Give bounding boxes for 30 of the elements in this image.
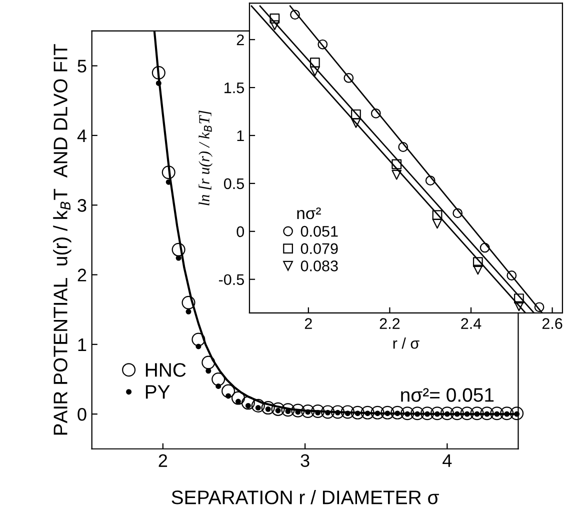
- y-tick-label: 0.5: [224, 178, 244, 190]
- y-tick-label: 0: [78, 408, 86, 421]
- x-tick-label: 2: [304, 318, 312, 329]
- y-axis-title: ln [r u(r) / k$_{B}$T]: [198, 110, 213, 206]
- x-tick-label: 2.4: [461, 318, 482, 329]
- legend-label: 0.083: [300, 260, 338, 272]
- x-tick-label: 2.6: [542, 318, 562, 329]
- x-tick-label: 2.2: [380, 318, 400, 329]
- y-tick-label: 5: [78, 60, 86, 73]
- legend-label: 0.079: [300, 243, 338, 254]
- x-axis-title: r / σ: [393, 338, 420, 349]
- legend-label: 0.051: [300, 226, 338, 237]
- y-tick-label: 4: [77, 130, 86, 142]
- legend-title: nσ²: [297, 207, 321, 220]
- y-axis-title: PAIR POTENTIAL u(r) / k$_{B}$T AND DLVO FIT: [53, 44, 72, 435]
- x-tick-label: 4: [442, 454, 452, 467]
- y-tick-label: 2: [236, 34, 244, 46]
- y-tick-label: 1.5: [224, 82, 244, 94]
- x-tick-label: 3: [300, 454, 310, 467]
- legend-label: HNC: [146, 363, 186, 377]
- annotation: nσ²= 0.051: [401, 388, 494, 402]
- y-tick-label: 1: [78, 338, 86, 351]
- y-tick-label: -0.5: [218, 274, 244, 286]
- y-tick-label: 2: [78, 268, 86, 282]
- x-axis-title: SEPARATION r / DIAMETER σ: [172, 490, 439, 504]
- y-tick-label: 1: [237, 130, 244, 142]
- y-tick-label: 3: [78, 199, 86, 212]
- legend-label: PY: [146, 385, 170, 399]
- x-tick-label: 2: [158, 454, 168, 467]
- y-tick-label: 0: [236, 226, 244, 238]
